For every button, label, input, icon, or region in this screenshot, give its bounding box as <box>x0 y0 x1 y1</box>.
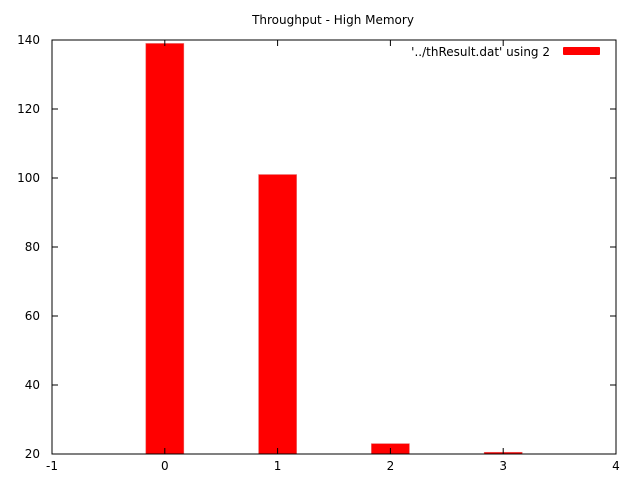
bar <box>258 174 297 455</box>
legend-swatch <box>563 47 600 55</box>
legend-label: '../thResult.dat' using 2 <box>411 45 550 59</box>
x-tick-label: 3 <box>499 459 507 473</box>
x-tick-label: 1 <box>274 459 282 473</box>
y-tick-label: 120 <box>17 102 40 116</box>
x-tick-label: 0 <box>161 459 169 473</box>
y-tick-label: 140 <box>17 33 40 47</box>
y-tick-label: 100 <box>17 171 40 185</box>
x-tick-label: 4 <box>612 459 620 473</box>
plot-frame <box>51 39 617 455</box>
chart-title: Throughput - High Memory <box>251 13 414 27</box>
legend: '../thResult.dat' using 2 <box>411 45 600 59</box>
bar <box>145 43 185 455</box>
y-tick-label: 80 <box>25 240 40 254</box>
x-tick-label: -1 <box>46 459 58 473</box>
x-tick-label: 2 <box>387 459 395 473</box>
y-tick-label: 20 <box>25 447 40 461</box>
plot-area: 20 40 60 80 100 120 140 -1 0 1 2 3 4 <box>17 33 620 473</box>
y-tick-label: 60 <box>25 309 40 323</box>
y-tick-label: 40 <box>25 378 40 392</box>
